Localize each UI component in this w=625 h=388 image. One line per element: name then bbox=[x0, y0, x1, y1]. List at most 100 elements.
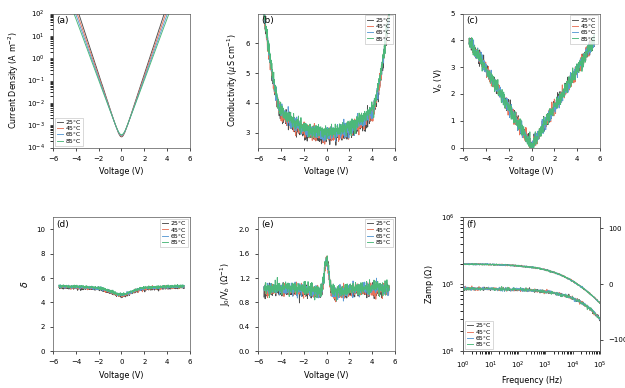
45°C bbox=[590, 35, 598, 40]
Line: 25°C: 25°C bbox=[59, 0, 184, 137]
85°C bbox=[334, 128, 342, 133]
65°C bbox=[386, 6, 393, 11]
Line: 25°C: 25°C bbox=[463, 263, 600, 303]
X-axis label: Voltage (V): Voltage (V) bbox=[99, 371, 144, 380]
45°C bbox=[181, 284, 188, 289]
85°C bbox=[344, 121, 351, 126]
25°C bbox=[344, 291, 352, 296]
Text: (b): (b) bbox=[261, 16, 274, 25]
45°C bbox=[549, 109, 557, 113]
Line: 25°C: 25°C bbox=[59, 285, 184, 298]
Line: 65°C: 65°C bbox=[264, 7, 389, 141]
Legend: 25°C, 45°C, 65°C, 85°C: 25°C, 45°C, 65°C, 85°C bbox=[55, 118, 83, 146]
25°C bbox=[560, 94, 568, 99]
25°C bbox=[546, 268, 553, 273]
65°C bbox=[129, 288, 137, 293]
X-axis label: Voltage (V): Voltage (V) bbox=[304, 371, 349, 380]
65°C bbox=[112, 291, 119, 296]
45°C bbox=[334, 132, 342, 137]
85°C bbox=[149, 285, 157, 290]
65°C bbox=[139, 286, 147, 291]
45°C bbox=[70, 283, 78, 288]
45°C bbox=[476, 262, 484, 267]
45°C bbox=[591, 42, 598, 46]
45°C bbox=[78, 23, 85, 27]
Line: 25°C: 25°C bbox=[264, 257, 389, 303]
85°C bbox=[344, 288, 352, 293]
45°C bbox=[498, 92, 505, 97]
85°C bbox=[282, 282, 290, 287]
25°C bbox=[112, 123, 119, 128]
45°C bbox=[150, 286, 158, 291]
85°C bbox=[526, 145, 534, 150]
85°C bbox=[539, 128, 547, 132]
65°C bbox=[549, 111, 557, 115]
25°C bbox=[118, 135, 126, 139]
25°C bbox=[591, 37, 598, 42]
45°C bbox=[559, 273, 566, 277]
25°C bbox=[469, 261, 476, 266]
65°C bbox=[488, 68, 495, 73]
65°C bbox=[261, 5, 268, 9]
65°C bbox=[334, 132, 342, 137]
45°C bbox=[355, 293, 362, 297]
45°C bbox=[149, 47, 157, 52]
45°C bbox=[118, 294, 126, 299]
45°C bbox=[78, 286, 85, 290]
85°C bbox=[559, 274, 567, 278]
45°C bbox=[129, 290, 137, 294]
85°C bbox=[78, 284, 85, 289]
85°C bbox=[549, 114, 557, 118]
Line: 65°C: 65°C bbox=[463, 263, 600, 303]
65°C bbox=[150, 287, 158, 291]
45°C bbox=[386, 283, 393, 288]
25°C bbox=[78, 285, 85, 289]
25°C bbox=[260, 294, 268, 299]
45°C bbox=[139, 287, 147, 292]
25°C bbox=[88, 286, 95, 290]
85°C bbox=[332, 298, 340, 303]
Legend: 25°C, 45°C, 65°C, 85°C: 25°C, 45°C, 65°C, 85°C bbox=[465, 321, 493, 349]
85°C bbox=[596, 301, 603, 306]
X-axis label: Voltage (V): Voltage (V) bbox=[99, 167, 144, 177]
Legend: 25°C, 45°C, 65°C, 85°C: 25°C, 45°C, 65°C, 85°C bbox=[365, 219, 393, 247]
45°C bbox=[386, 11, 393, 16]
25°C bbox=[559, 274, 566, 278]
25°C bbox=[112, 293, 119, 298]
45°C bbox=[323, 254, 331, 258]
65°C bbox=[546, 268, 553, 273]
25°C bbox=[514, 263, 521, 268]
45°C bbox=[55, 285, 63, 290]
25°C bbox=[292, 290, 300, 294]
Line: 25°C: 25°C bbox=[264, 15, 389, 145]
45°C bbox=[282, 287, 290, 292]
85°C bbox=[260, 286, 268, 290]
85°C bbox=[292, 118, 300, 123]
85°C bbox=[139, 82, 146, 87]
45°C bbox=[488, 79, 495, 83]
65°C bbox=[260, 11, 268, 16]
25°C bbox=[181, 286, 188, 291]
85°C bbox=[292, 284, 300, 289]
45°C bbox=[321, 142, 329, 147]
65°C bbox=[292, 129, 300, 133]
Text: (a): (a) bbox=[56, 16, 68, 25]
Line: 65°C: 65°C bbox=[264, 258, 389, 301]
X-axis label: Frequency (Hz): Frequency (Hz) bbox=[501, 376, 562, 385]
45°C bbox=[559, 274, 567, 278]
65°C bbox=[88, 55, 95, 59]
25°C bbox=[596, 301, 604, 306]
85°C bbox=[115, 293, 122, 298]
65°C bbox=[181, 283, 188, 288]
25°C bbox=[488, 80, 495, 84]
Y-axis label: J$_0$/V$_b$ ($\Omega^{-1}$): J$_0$/V$_b$ ($\Omega^{-1}$) bbox=[219, 262, 233, 306]
65°C bbox=[139, 80, 146, 85]
Y-axis label: Conductivity ($\mu$S cm$^{-1}$): Conductivity ($\mu$S cm$^{-1}$) bbox=[226, 34, 240, 128]
85°C bbox=[149, 54, 157, 58]
65°C bbox=[596, 301, 604, 305]
25°C bbox=[549, 107, 557, 112]
25°C bbox=[88, 49, 95, 54]
25°C bbox=[260, 14, 268, 19]
65°C bbox=[464, 261, 472, 266]
45°C bbox=[596, 301, 604, 305]
